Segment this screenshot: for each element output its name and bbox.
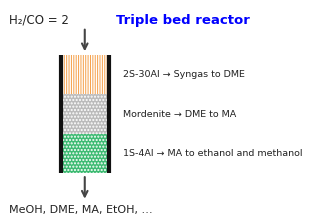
Text: 1S-4Al → MA to ethanol and methanol: 1S-4Al → MA to ethanol and methanol <box>123 149 303 158</box>
Bar <box>61 95 109 134</box>
Text: H₂/CO = 2: H₂/CO = 2 <box>9 14 68 27</box>
Text: 2S-30Al → Syngas to DME: 2S-30Al → Syngas to DME <box>123 70 245 79</box>
Bar <box>61 55 109 95</box>
Text: MeOH, DME, MA, EtOH, …: MeOH, DME, MA, EtOH, … <box>9 205 152 215</box>
Text: Mordenite → DME to MA: Mordenite → DME to MA <box>123 110 236 119</box>
Bar <box>61 134 109 173</box>
Text: Triple bed reactor: Triple bed reactor <box>116 14 250 27</box>
